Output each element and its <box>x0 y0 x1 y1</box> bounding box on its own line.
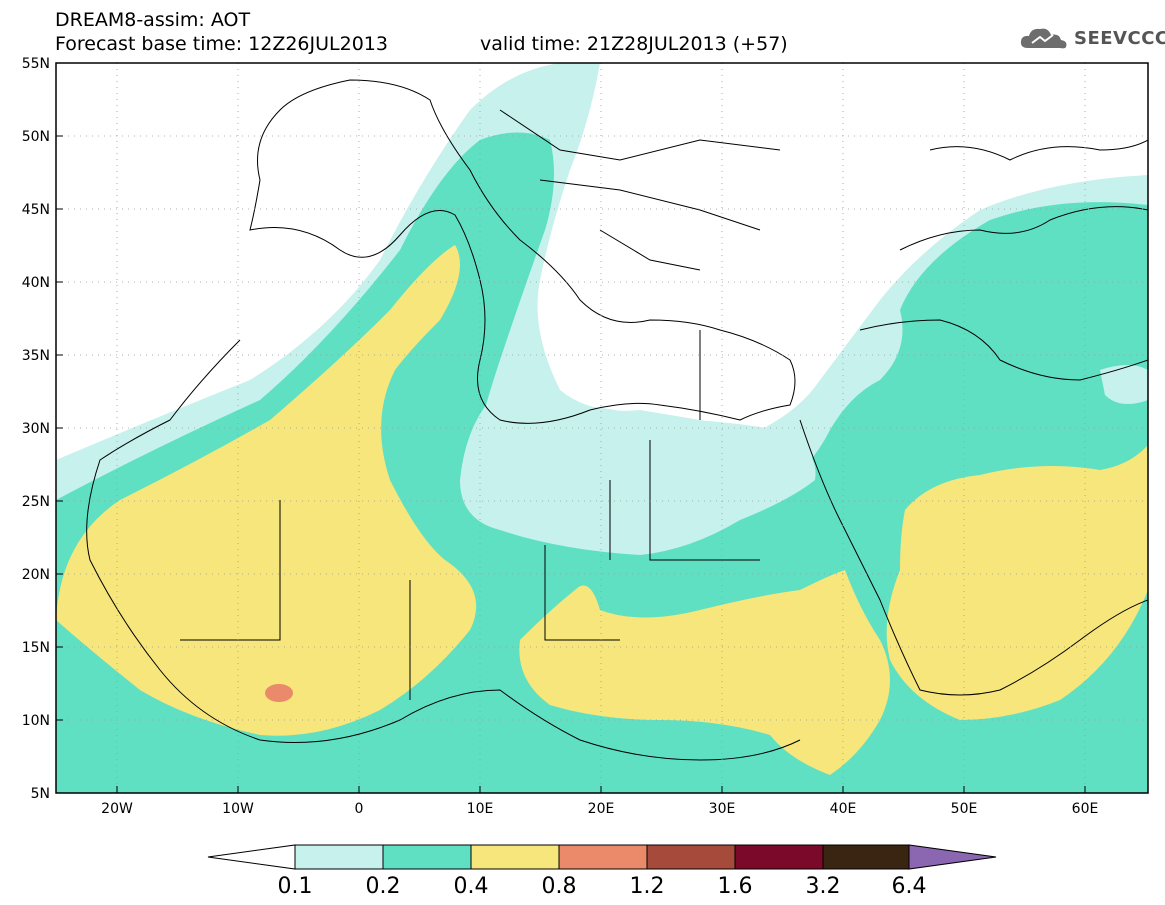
lat-label: 15N <box>22 640 50 656</box>
lon-label: 10E <box>467 801 494 817</box>
lon-label: 20E <box>588 801 615 817</box>
lon-label: 0 <box>355 801 364 817</box>
legend-swatch-2 <box>382 844 472 870</box>
tick-marks <box>56 62 1086 794</box>
lat-label: 30N <box>22 421 50 437</box>
coastlines <box>86 79 1148 761</box>
legend-swatch-6 <box>734 844 824 870</box>
valid-time: valid time: 21Z28JUL2013 (+57) <box>480 33 788 55</box>
lon-label: 60E <box>1072 801 1099 817</box>
latitude-labels: 55N 50N 45N 40N 35N 30N 25N 20N 15N 10N … <box>22 56 50 802</box>
lat-label: 40N <box>22 275 50 291</box>
lat-label: 20N <box>22 567 50 583</box>
lat-label: 10N <box>22 713 50 729</box>
aot-band-0.4-central <box>519 570 890 775</box>
legend-swatch-4 <box>558 844 648 870</box>
forecast-base-time: Forecast base time: 12Z26JUL2013 <box>55 33 388 55</box>
legend-label: 1.2 <box>630 874 665 899</box>
aot-band-0.1-inner <box>460 396 816 555</box>
seevccc-logo: SEEVCCC <box>1018 24 1165 52</box>
logo-text: SEEVCCC <box>1074 27 1165 49</box>
legend-arrow-high <box>908 844 997 870</box>
legend-swatch-1 <box>294 844 384 870</box>
lat-label: 55N <box>22 56 50 72</box>
lon-label: 30E <box>709 801 736 817</box>
legend-label: 0.8 <box>542 874 577 899</box>
legend-label: 0.1 <box>278 874 313 899</box>
aot-band-0.4-arabia <box>886 445 1148 720</box>
legend-label: 3.2 <box>806 874 841 899</box>
map-title: DREAM8-assim: AOT <box>55 9 251 31</box>
legend-arrow-low <box>207 844 296 870</box>
cloud-icon <box>1020 28 1067 49</box>
legend-swatch-3 <box>470 844 560 870</box>
lat-label: 35N <box>22 348 50 364</box>
legend-label: 0.4 <box>454 874 489 899</box>
legend-swatch-5 <box>646 844 736 870</box>
lon-label: 10W <box>222 801 254 817</box>
aot-band-0.1-east <box>1100 365 1148 404</box>
legend-label: 0.2 <box>366 874 401 899</box>
lat-label: 5N <box>31 786 50 802</box>
legend-label: 1.6 <box>718 874 753 899</box>
lat-label: 25N <box>22 494 50 510</box>
lon-label: 20W <box>101 801 133 817</box>
legend-swatch-7 <box>822 844 910 870</box>
gridlines <box>56 63 1148 793</box>
lon-label: 40E <box>830 801 857 817</box>
color-legend: 0.1 0.2 0.4 0.8 1.2 1.6 3.2 6.4 <box>207 844 997 899</box>
longitude-labels: 20W 10W 0 10E 20E 30E 40E 50E 60E <box>101 801 1098 817</box>
aot-band-0.8-patch <box>265 684 293 702</box>
lat-label: 45N <box>22 202 50 218</box>
aot-band-0.4-west <box>56 245 477 736</box>
lat-label: 50N <box>22 129 50 145</box>
lon-label: 50E <box>951 801 978 817</box>
legend-label: 6.4 <box>892 874 927 899</box>
